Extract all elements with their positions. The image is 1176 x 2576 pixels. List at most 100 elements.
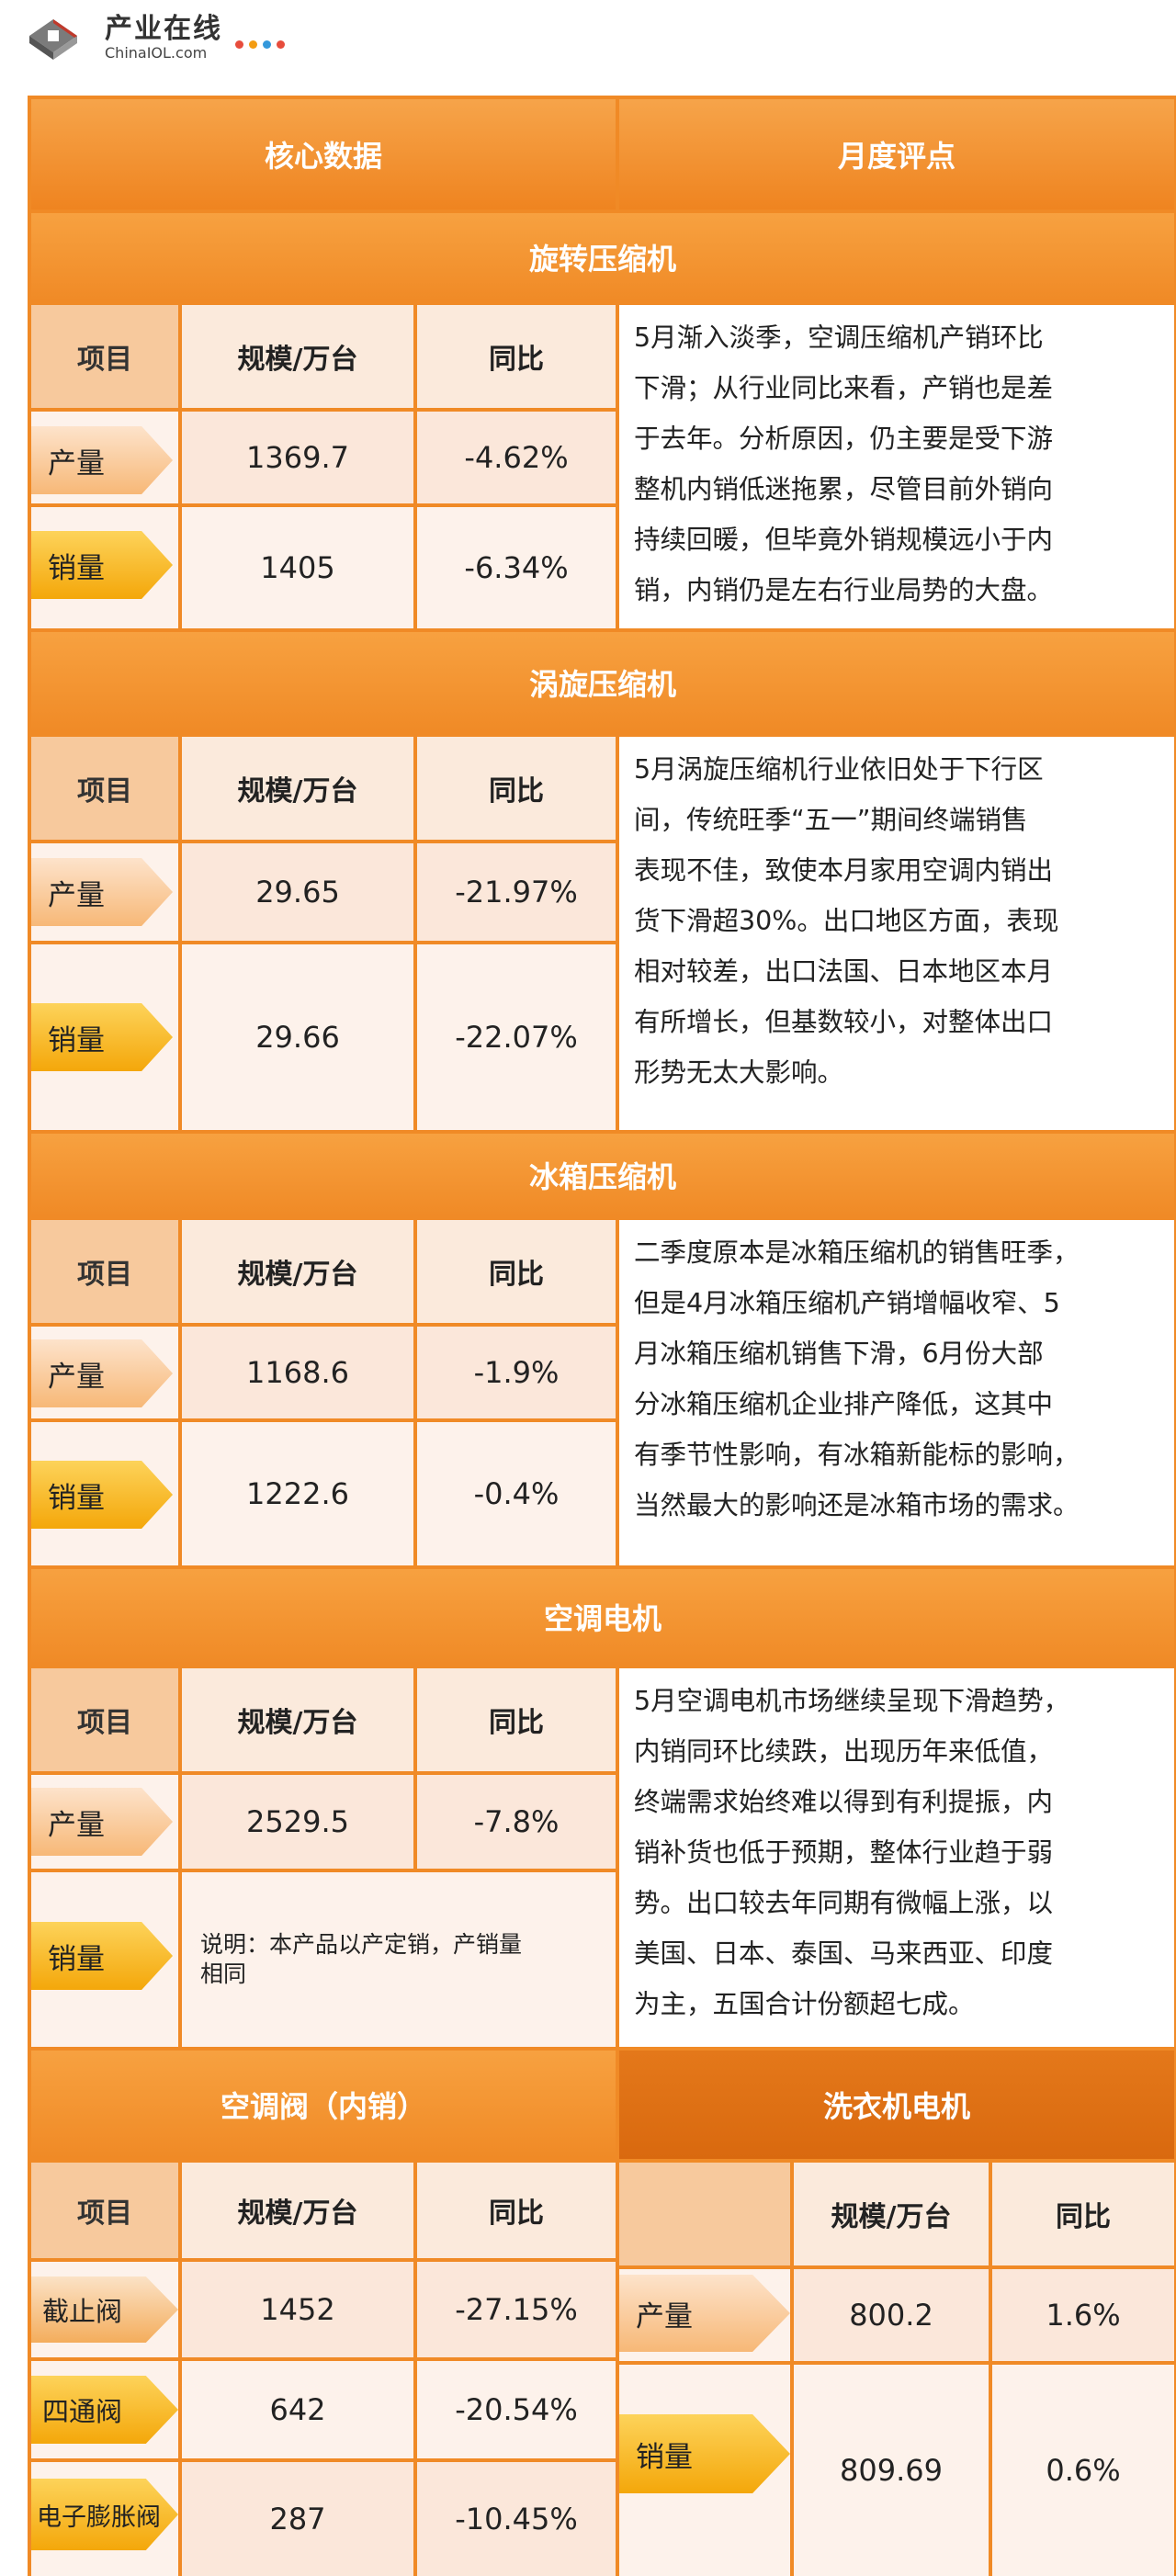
- scroll-sales-label: 销量: [31, 1003, 173, 1071]
- scroll-review-line: 有所增长，但基数较小，对整体出口: [634, 1007, 1054, 1037]
- motor-note-line: 相同: [200, 1960, 247, 1987]
- motor-review-line: 5月空调电机市场继续呈现下滑趋势，: [634, 1686, 1070, 1716]
- header-core: 核心数据: [31, 99, 616, 209]
- motor-review: 5月空调电机市场继续呈现下滑趋势， 内销同环比续跌，出现历年来低值， 终端需求始…: [619, 1668, 1174, 2047]
- col-item: 项目: [31, 2163, 178, 2258]
- scroll-review-line: 相对较差，出口法国、日本地区本月: [634, 956, 1054, 987]
- valve-row-2-scale: 287: [182, 2462, 413, 2576]
- section-title-motor: 空调电机: [31, 1569, 1174, 1665]
- col-scale: 规模/万台: [182, 2163, 413, 2258]
- motor-review-line: 势。出口较去年同期有微幅上涨，以: [634, 1888, 1054, 1918]
- washer-col-item-blank: [619, 2163, 790, 2265]
- col-yoy: 同比: [417, 2163, 616, 2258]
- fridge-review-line: 分冰箱压缩机企业排产降低，这其中: [634, 1389, 1054, 1419]
- fridge-prod-yoy: -1.9%: [417, 1327, 616, 1418]
- motor-review-line: 销补货也低于预期，整体行业趋于弱: [634, 1837, 1054, 1868]
- valve-row-1-yoy: -20.54%: [417, 2361, 616, 2458]
- scroll-prod-scale: 29.65: [182, 843, 413, 941]
- motor-review-line: 内销同环比续跌，出现历年来低值，: [634, 1736, 1054, 1767]
- scroll-sales-scale: 29.66: [182, 944, 413, 1130]
- scroll-prod-yoy: -21.97%: [417, 843, 616, 941]
- rotary-review-line: 销，内销仍是左右行业局势的大盘。: [634, 575, 1054, 605]
- washer-col-yoy: 同比: [992, 2163, 1174, 2265]
- washer-prod-scale: 800.2: [794, 2269, 989, 2361]
- valve-row-2-yoy: -10.45%: [417, 2462, 616, 2576]
- rotary-prod-yoy: -4.62%: [417, 412, 616, 503]
- fridge-sales-scale: 1222.6: [182, 1422, 413, 1565]
- motor-sales-label: 销量: [31, 1922, 173, 1990]
- section-title-fridge: 冰箱压缩机: [31, 1134, 1174, 1216]
- col-yoy: 同比: [417, 1668, 616, 1771]
- col-item: 项目: [31, 737, 178, 840]
- scroll-review-line: 形势无太大影响。: [634, 1057, 844, 1088]
- section-title-valve: 空调阀（内销）: [31, 2051, 616, 2159]
- rotary-review-line: 下滑；从行业同比来看，产销也是差: [634, 373, 1054, 403]
- valve-row-0-yoy: -27.15%: [417, 2262, 616, 2357]
- washer-col-scale: 规模/万台: [794, 2163, 989, 2265]
- motor-prod-yoy: -7.8%: [417, 1775, 616, 1869]
- rotary-review-line: 整机内销低迷拖累，尽管目前外销向: [634, 474, 1054, 504]
- rotary-sales-scale: 1405: [182, 507, 413, 628]
- logo-dots: [235, 40, 285, 49]
- logo-mark-icon: [29, 19, 77, 60]
- col-scale: 规模/万台: [182, 305, 413, 408]
- motor-production-label: 产量: [31, 1788, 173, 1856]
- rotary-review-line: 于去年。分析原因，仍主要是受下游: [634, 424, 1054, 454]
- col-yoy: 同比: [417, 305, 616, 408]
- rotary-review: 5月渐入淡季，空调压缩机产销环比 下滑；从行业同比来看，产销也是差 于去年。分析…: [619, 305, 1174, 628]
- scroll-sales-yoy: -22.07%: [417, 944, 616, 1130]
- valve-row-1-scale: 642: [182, 2361, 413, 2458]
- rotary-sales-yoy: -6.34%: [417, 507, 616, 628]
- col-scale: 规模/万台: [182, 737, 413, 840]
- fridge-review-line: 月冰箱压缩机销售下滑，6月份大部: [634, 1339, 1044, 1369]
- washer-prod-yoy: 1.6%: [992, 2269, 1174, 2361]
- rotary-prod-scale: 1369.7: [182, 412, 413, 503]
- fridge-sales-label: 销量: [31, 1461, 173, 1529]
- logo-en: ChinaIOL.com: [105, 44, 208, 62]
- scroll-review-line: 表现不佳，致使本月家用空调内销出: [634, 855, 1054, 886]
- fridge-review-line: 当然最大的影响还是冰箱市场的需求。: [634, 1490, 1080, 1520]
- rotary-review-line: 5月渐入淡季，空调压缩机产销环比: [634, 322, 1044, 353]
- col-scale: 规模/万台: [182, 1668, 413, 1771]
- fridge-review-line: 但是4月冰箱压缩机产销增幅收窄、5: [634, 1288, 1060, 1318]
- motor-review-line: 终端需求始终难以得到有利提振，内: [634, 1787, 1054, 1817]
- washer-production-label: 产量: [619, 2275, 790, 2352]
- col-yoy: 同比: [417, 1220, 616, 1323]
- col-item: 项目: [31, 305, 178, 408]
- valve-row-2-label: 电子膨胀阀: [31, 2479, 178, 2550]
- fridge-prod-scale: 1168.6: [182, 1327, 413, 1418]
- scroll-review-line: 间，传统旺季“五一”期间终端销售: [634, 805, 1028, 835]
- valve-row-0-scale: 1452: [182, 2262, 413, 2357]
- motor-sales-note: 说明：本产品以产定销，产销量 相同: [182, 1872, 616, 2047]
- scroll-review-line: 5月涡旋压缩机行业依旧处于下行区: [634, 754, 1044, 785]
- motor-prod-scale: 2529.5: [182, 1775, 413, 1869]
- fridge-review-line: 有季节性影响，有冰箱新能标的影响，: [634, 1440, 1080, 1470]
- fridge-review-line: 二季度原本是冰箱压缩机的销售旺季，: [634, 1237, 1080, 1268]
- valve-row-1-label: 四通阀: [31, 2376, 178, 2444]
- rotary-production-label: 产量: [31, 426, 173, 494]
- scroll-production-label: 产量: [31, 858, 173, 926]
- valve-row-0-label: 截止阀: [31, 2277, 178, 2343]
- section-title-washer: 洗衣机电机: [619, 2051, 1174, 2159]
- rotary-sales-label: 销量: [31, 531, 173, 599]
- scroll-review: 5月涡旋压缩机行业依旧处于下行区 间，传统旺季“五一”期间终端销售 表现不佳，致…: [619, 737, 1174, 1130]
- fridge-review: 二季度原本是冰箱压缩机的销售旺季， 但是4月冰箱压缩机产销增幅收窄、5 月冰箱压…: [619, 1220, 1174, 1565]
- col-item: 项目: [31, 1668, 178, 1771]
- col-item: 项目: [31, 1220, 178, 1323]
- col-scale: 规模/万台: [182, 1220, 413, 1323]
- motor-review-line: 为主，五国合计份额超七成。: [634, 1989, 975, 2019]
- section-title-rotary: 旋转压缩机: [31, 213, 1174, 301]
- header-review: 月度评点: [619, 99, 1174, 209]
- scroll-review-line: 货下滑超30%。出口地区方面，表现: [634, 906, 1059, 936]
- section-title-scroll: 涡旋压缩机: [31, 632, 1174, 733]
- motor-note-line: 说明：本产品以产定销，产销量: [200, 1931, 523, 1958]
- logo-cn: 产业在线: [105, 13, 222, 45]
- logo: 产业在线 ChinaIOL.com: [20, 6, 285, 70]
- washer-sales-scale: 809.69: [794, 2365, 989, 2576]
- col-yoy: 同比: [417, 737, 616, 840]
- rotary-review-line: 持续回暖，但毕竟外销规模远小于内: [634, 525, 1054, 555]
- motor-review-line: 美国、日本、泰国、马来西亚、印度: [634, 1938, 1054, 1969]
- fridge-production-label: 产量: [31, 1339, 173, 1407]
- fridge-sales-yoy: -0.4%: [417, 1422, 616, 1565]
- washer-sales-yoy: 0.6%: [992, 2365, 1174, 2576]
